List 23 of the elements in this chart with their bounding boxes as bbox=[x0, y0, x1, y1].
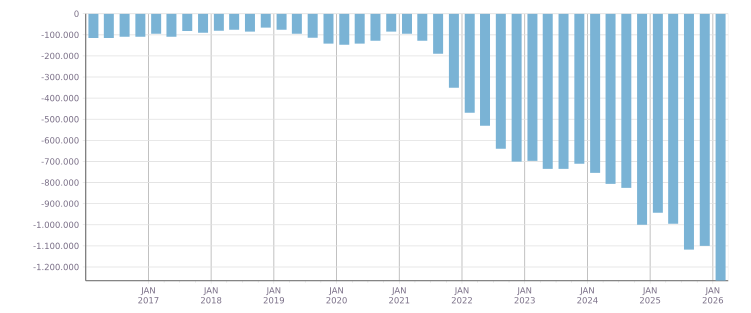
y-tick-label: -700.000 bbox=[42, 158, 79, 165]
y-tick-label: -900.000 bbox=[42, 200, 79, 207]
y-tick-label: -1.000.000 bbox=[33, 222, 79, 228]
x-tick-label: JAN 2025 bbox=[640, 287, 660, 304]
y-tick-label: -200.000 bbox=[42, 52, 79, 60]
y-tick-label: -1.100.000 bbox=[33, 242, 79, 250]
x-tick-label: JAN 2018 bbox=[200, 287, 222, 304]
y-tick-label: -100.000 bbox=[42, 32, 79, 38]
y-tick-label: -400.000 bbox=[42, 94, 79, 102]
x-tick-label: JAN 2017 bbox=[138, 287, 158, 304]
x-tick-label: JAN 2019 bbox=[264, 287, 284, 304]
x-tick-label: JAN 2023 bbox=[514, 287, 535, 304]
y-tick-label: 0 bbox=[74, 10, 79, 17]
y-tick-label: -800.000 bbox=[42, 179, 79, 186]
y-tick-label: -1.200.000 bbox=[33, 264, 79, 270]
y-tick-label: -500.000 bbox=[42, 116, 79, 122]
x-tick-label: JAN 2026 bbox=[702, 287, 724, 304]
x-tick-label: JAN 2024 bbox=[577, 287, 598, 304]
x-tick-label: JAN 2022 bbox=[452, 287, 472, 304]
x-tick-label: JAN 2021 bbox=[389, 287, 410, 304]
y-tick-label: -600.000 bbox=[42, 137, 79, 144]
x-tick-label: JAN 2020 bbox=[326, 287, 347, 304]
y-tick-label: -300.000 bbox=[42, 74, 79, 80]
